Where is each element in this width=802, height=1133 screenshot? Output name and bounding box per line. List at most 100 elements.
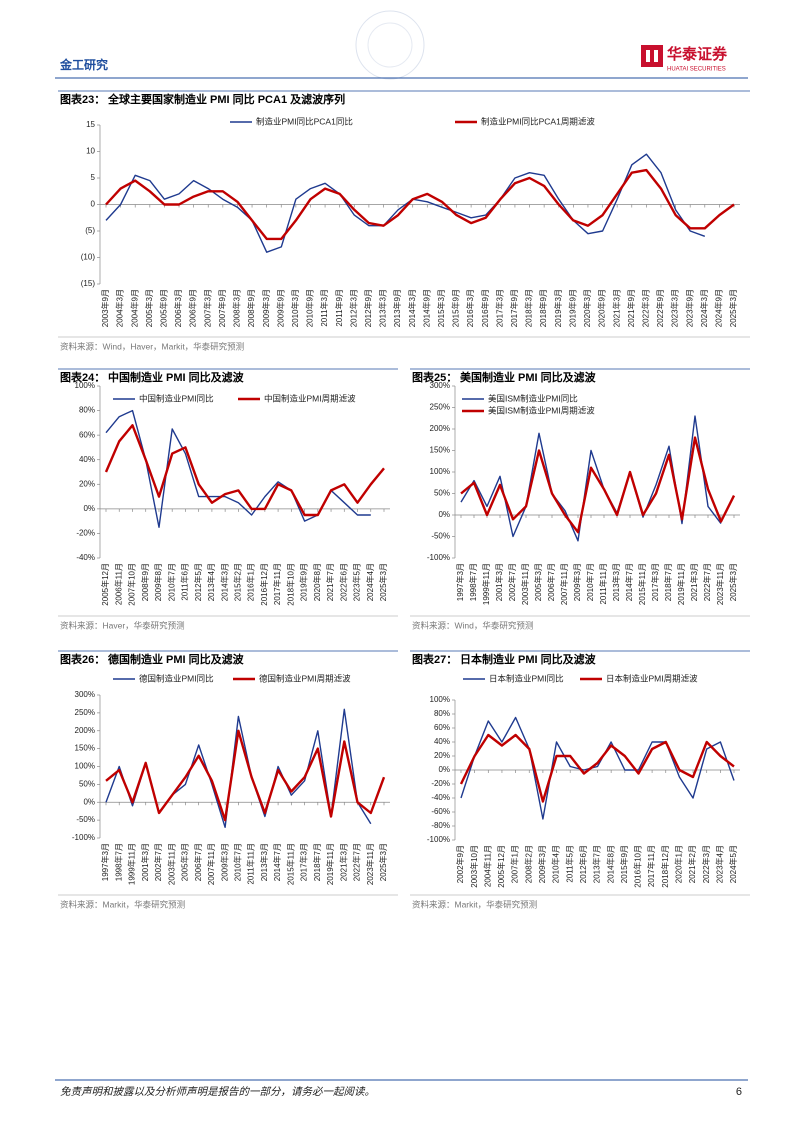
- x-tick-label: 2011年9月: [334, 289, 344, 327]
- y-tick-label: 100%: [430, 695, 450, 704]
- x-tick-label: 2022年6月: [338, 563, 348, 601]
- source-note: 资料来源：Markit，华泰研究预测: [412, 899, 537, 909]
- x-tick-label: 2008年2月: [523, 845, 533, 883]
- x-tick-label: 2005年9月: [159, 289, 169, 327]
- x-tick-label: 2015年11月: [285, 843, 295, 885]
- legend-label: 中国制造业PMI同比: [139, 393, 214, 403]
- y-tick-label: 0%: [83, 504, 95, 513]
- x-tick-label: 2019年11月: [676, 563, 686, 605]
- logo-icon: [654, 50, 658, 62]
- x-tick-label: 2006年9月: [188, 289, 198, 327]
- x-tick-label: 2005年3月: [533, 563, 543, 601]
- x-tick-label: 2016年1月: [246, 563, 256, 601]
- y-tick-label: -100%: [427, 835, 450, 844]
- y-tick-label: 250%: [75, 708, 95, 717]
- x-tick-label: 1998年7月: [113, 843, 123, 881]
- y-tick-label: 0%: [438, 510, 450, 519]
- x-tick-label: 2022年9月: [655, 289, 665, 327]
- x-tick-label: 2023年3月: [670, 289, 680, 327]
- x-tick-label: 2005年12月: [100, 563, 110, 606]
- y-tick-label: -80%: [431, 821, 450, 830]
- x-tick-label: 2015年2月: [232, 563, 242, 601]
- x-tick-label: 1999年11月: [481, 563, 491, 605]
- x-tick-label: 2023年11月: [365, 843, 375, 885]
- x-tick-label: 2012年6月: [578, 845, 588, 883]
- y-tick-label: 15: [86, 120, 95, 129]
- x-tick-label: 2022年3月: [640, 289, 650, 327]
- x-tick-label: 2003年11月: [166, 843, 176, 885]
- logo-icon: [646, 50, 650, 62]
- y-tick-label: -100%: [72, 833, 95, 842]
- y-tick-label: 40%: [434, 737, 450, 746]
- figure-title: 美国制造业 PMI 同比及滤波: [460, 370, 597, 384]
- x-tick-label: 2014年7月: [272, 843, 282, 881]
- x-tick-label: 2015年9月: [619, 845, 629, 883]
- x-tick-label: 2002年9月: [455, 845, 465, 883]
- x-tick-label: 2018年7月: [663, 563, 673, 601]
- x-tick-label: 2016年10月: [633, 845, 643, 888]
- x-tick-label: 2003年10月: [469, 845, 479, 888]
- x-tick-label: 2017年3月: [299, 843, 309, 881]
- series-line: [104, 424, 385, 517]
- source-note: 资料来源：Wind，Haver，Markit，华泰研究预测: [60, 341, 244, 351]
- x-tick-label: 2008年9月: [140, 563, 150, 601]
- series-line: [460, 436, 736, 534]
- x-tick-label: 2024年3月: [699, 289, 709, 327]
- x-tick-label: 2009年9月: [275, 289, 285, 327]
- x-tick-label: 2005年12月: [496, 845, 506, 888]
- section-title: 金工研究: [59, 57, 108, 72]
- y-tick-label: -20%: [431, 779, 450, 788]
- x-tick-label: 2009年8月: [153, 563, 163, 601]
- figure-title: 德国制造业 PMI 同比及滤波: [107, 652, 245, 666]
- x-tick-label: 2003年9月: [100, 289, 110, 327]
- x-tick-label: 2023年4月: [714, 845, 724, 883]
- x-tick-label: 2021年3月: [338, 843, 348, 881]
- legend-label: 美国ISM制造业PMI周期滤波: [488, 405, 595, 415]
- x-tick-label: 2018年10月: [285, 563, 295, 606]
- header-decoration: [367, 22, 413, 68]
- x-tick-label: 2015年3月: [436, 289, 446, 327]
- x-tick-label: 2018年3月: [524, 289, 534, 327]
- legend-label: 制造业PMI同比PCA1同比: [256, 116, 353, 126]
- x-tick-label: 2010年7月: [166, 563, 176, 601]
- x-tick-label: 1997年3月: [100, 843, 110, 881]
- y-tick-label: 60%: [434, 723, 450, 732]
- x-tick-label: 2020年3月: [582, 289, 592, 327]
- x-tick-label: 2004年11月: [482, 845, 492, 887]
- page-number: 6: [736, 1086, 742, 1098]
- x-tick-label: 2022年3月: [701, 845, 711, 883]
- y-tick-label: 20%: [434, 751, 450, 760]
- x-tick-label: 2022年7月: [702, 563, 712, 601]
- x-tick-label: 2008年9月: [246, 289, 256, 327]
- x-tick-label: 2007年9月: [217, 289, 227, 327]
- x-tick-label: 2012年3月: [348, 289, 358, 327]
- x-tick-label: 1998年7月: [468, 563, 478, 601]
- x-tick-label: 2005年3月: [144, 289, 154, 327]
- x-tick-label: 2008年3月: [232, 289, 242, 327]
- x-tick-label: 2018年7月: [312, 843, 322, 881]
- y-tick-label: (10): [81, 253, 96, 262]
- x-tick-label: 2009年3月: [572, 563, 582, 601]
- x-tick-label: 2019年9月: [567, 289, 577, 327]
- x-tick-label: 2009年3月: [219, 843, 229, 881]
- x-tick-label: 2017年3月: [494, 289, 504, 327]
- x-tick-label: 2014年7月: [624, 563, 634, 601]
- figure-label: 图表24：: [60, 370, 105, 384]
- x-tick-label: 2021年3月: [689, 563, 699, 601]
- header: 金工研究 华泰证券 HUATAI SECURITIES: [55, 10, 748, 80]
- x-tick-label: 2025年3月: [378, 563, 388, 601]
- x-tick-label: 2016年12月: [259, 563, 269, 606]
- x-tick-label: 2023年9月: [684, 289, 694, 327]
- x-tick-label: 2010年9月: [305, 289, 315, 327]
- y-tick-label: -100%: [427, 553, 450, 562]
- source-note: 资料来源：Markit，华泰研究预测: [60, 899, 185, 909]
- y-tick-label: 40%: [79, 455, 95, 464]
- x-tick-label: 2025年3月: [728, 563, 738, 601]
- y-tick-label: 10: [86, 147, 95, 156]
- x-tick-label: 2003年11月: [520, 563, 530, 605]
- x-tick-label: 2007年11月: [559, 563, 569, 605]
